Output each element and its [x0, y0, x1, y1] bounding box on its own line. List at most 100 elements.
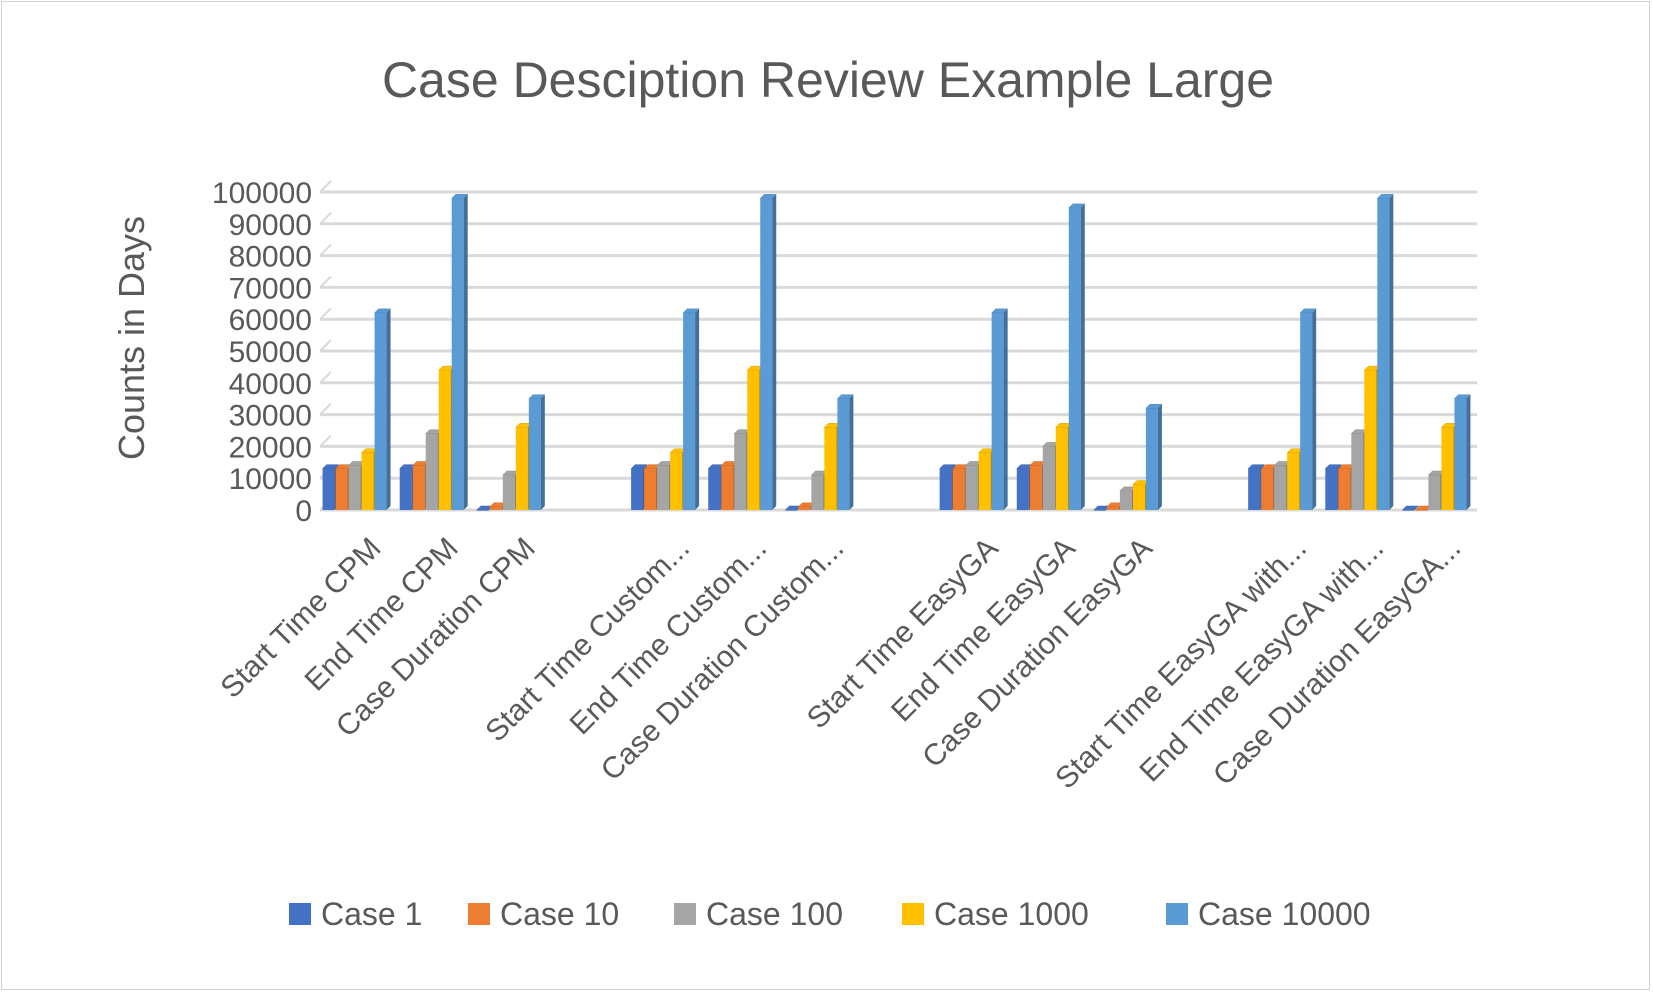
gridline-depth [319, 434, 332, 448]
bar [1068, 203, 1086, 510]
gridline-depth [319, 243, 332, 257]
bar-front [837, 398, 850, 510]
bar-front [1377, 198, 1390, 511]
legend-label: Case 10 [500, 896, 619, 932]
bar-front [322, 468, 335, 510]
legend: Case 1 Case 10 Case 100 Case 1000 Case 10000 [289, 896, 1371, 932]
bar-side [1466, 394, 1471, 510]
bar-front [824, 427, 837, 510]
bar-front [1364, 370, 1377, 510]
y-axis-ticks: 0100002000030000400005000060000700008000… [212, 177, 312, 528]
legend-swatch [289, 903, 311, 925]
bar-front [1454, 398, 1467, 510]
bar-front [1300, 312, 1313, 510]
bar-side [386, 308, 391, 510]
bar-side [849, 394, 854, 510]
bar-front [502, 475, 515, 510]
bar-front [1029, 465, 1042, 510]
bar [682, 308, 700, 510]
bar-side [772, 194, 777, 511]
bar-front [1325, 468, 1338, 510]
bar-front [683, 312, 696, 510]
y-tick-label: 20000 [229, 431, 312, 464]
bar-top [991, 308, 1009, 314]
bar-front [374, 312, 387, 510]
bar-front [811, 475, 824, 510]
bar-front [1055, 427, 1068, 510]
bar-top [836, 394, 854, 399]
bar-front [489, 506, 502, 510]
bar-top [1145, 403, 1163, 409]
bar-side [463, 194, 468, 511]
bar-front [1261, 468, 1274, 510]
legend-label: Case 100 [706, 896, 843, 932]
bar [1299, 308, 1317, 510]
bar-front [939, 468, 952, 510]
bar-front [760, 198, 773, 511]
legend-item: Case 1000 [902, 896, 1089, 932]
bar-side [1080, 203, 1085, 510]
legend-item: Case 1 [289, 896, 422, 932]
bar-front [1145, 408, 1158, 510]
y-tick-label: 60000 [229, 304, 312, 337]
y-tick-label: 0 [295, 495, 312, 528]
bar-top [1376, 194, 1394, 199]
bar-top [1068, 203, 1086, 209]
y-tick-label: 50000 [229, 336, 312, 369]
gridline-depth [319, 339, 332, 352]
bar-side [1312, 308, 1317, 510]
legend-swatch [674, 903, 696, 925]
bar-front [361, 452, 374, 510]
legend-swatch [1166, 903, 1188, 925]
bar-front [1016, 468, 1029, 510]
bar [1453, 394, 1472, 510]
legend-label: Case 1000 [934, 896, 1089, 932]
bar [991, 308, 1009, 510]
gridline-depth [319, 402, 332, 416]
bar-front [335, 468, 348, 510]
bar [373, 308, 392, 510]
y-tick-label: 80000 [229, 241, 312, 274]
bar-side [1389, 194, 1394, 511]
bar-top [1299, 308, 1317, 314]
bar-front [1042, 446, 1055, 510]
gridline-depth [319, 371, 332, 384]
bar-front [1119, 490, 1132, 510]
bars [321, 194, 1472, 511]
bar-front [644, 468, 657, 510]
bar-side [540, 394, 545, 510]
legend-item: Case 100 [674, 896, 843, 932]
y-axis-label: Counts in Days [111, 216, 152, 460]
bar-top [373, 308, 392, 314]
bar-front [978, 452, 991, 510]
bar-front [412, 465, 425, 510]
bar-top [630, 464, 648, 469]
bar-side [695, 308, 700, 510]
bar-front [438, 370, 451, 510]
bar-front [348, 465, 361, 510]
bar-side [1003, 308, 1008, 510]
bar-top [759, 194, 777, 199]
y-tick-label: 90000 [229, 209, 312, 242]
bar-front [1132, 484, 1145, 510]
bar-front [1274, 465, 1287, 510]
bar-top [321, 464, 340, 469]
gridline-depth [319, 212, 332, 225]
gridline-depth [319, 307, 332, 320]
bar-front [798, 506, 811, 510]
gridline-depth [319, 180, 332, 193]
bar-front [952, 468, 965, 510]
bar-front [1351, 433, 1364, 510]
y-tick-label: 40000 [229, 368, 312, 401]
legend-label: Case 10000 [1198, 896, 1371, 932]
bar-front [721, 465, 734, 510]
bar-front [1441, 427, 1454, 510]
bar [451, 194, 469, 511]
bar-front [1338, 468, 1351, 510]
bar-front [734, 433, 747, 510]
bar-front [1415, 510, 1428, 511]
bar-front [670, 452, 683, 510]
y-tick-label: 100000 [212, 177, 312, 210]
